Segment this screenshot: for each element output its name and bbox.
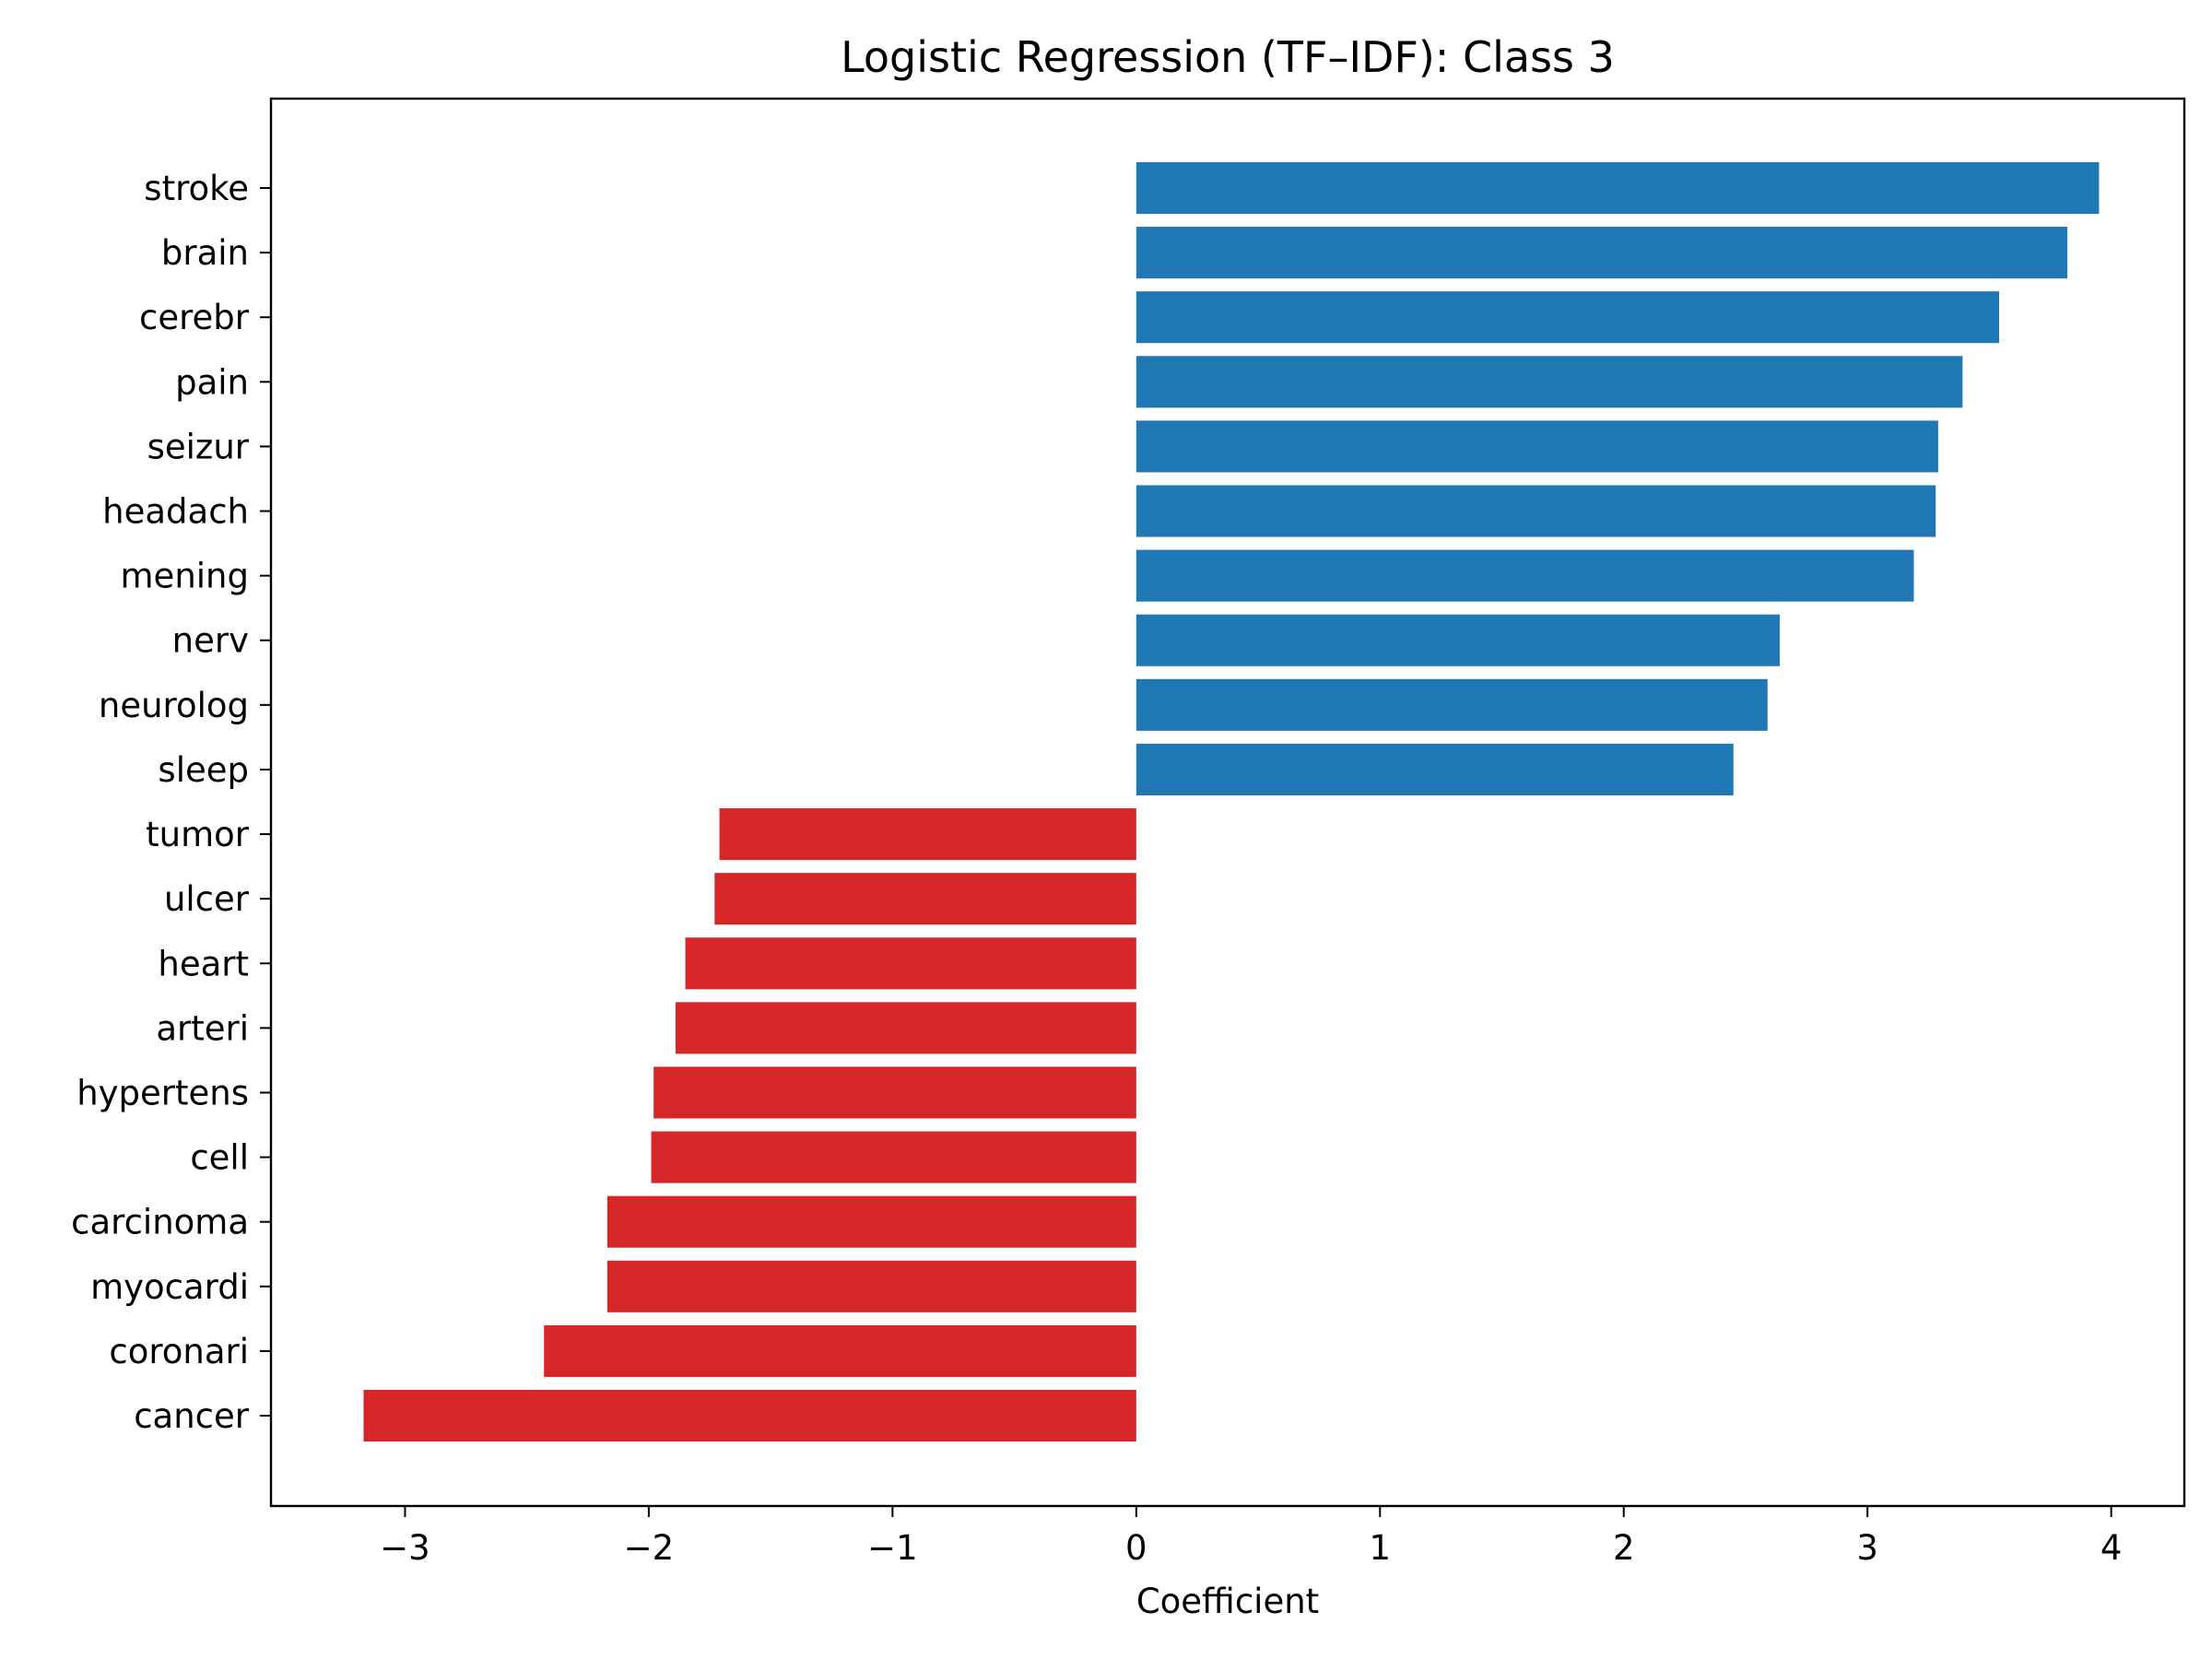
bar-pain [1135, 356, 1963, 408]
bar-hypertens [653, 1066, 1136, 1119]
y-tick-label-mening: mening [121, 557, 249, 596]
bar-seizur [1135, 420, 1938, 473]
y-ticks-layer: stroke brain cerebr pain seizur headach mening… [71, 169, 271, 1436]
y-tick-label-cell: cell [190, 1138, 249, 1178]
x-tick-label: 0 [1125, 1528, 1147, 1568]
y-tick-label-hypertens: hypertens [76, 1073, 249, 1112]
y-tick-label-headach: headach [102, 492, 249, 532]
x-tick-label: 1 [1370, 1528, 1392, 1568]
x-tick-label: 3 [1856, 1528, 1878, 1568]
y-tick-label-arteri: arteri [156, 1008, 249, 1048]
bars-layer [363, 161, 2100, 1442]
bar-stroke [1135, 161, 2100, 215]
bar-ulcer [714, 873, 1136, 925]
y-tick-label-stroke: stroke [144, 169, 249, 208]
bar-arteri [676, 1002, 1136, 1054]
bar-brain [1135, 227, 2068, 279]
bar-neurolog [1135, 678, 1768, 731]
y-tick-label-myocardi: myocardi [90, 1267, 249, 1307]
x-axis-label: Coefficient [1136, 1582, 1319, 1621]
bar-headach [1135, 485, 1936, 537]
x-tick-label: −2 [624, 1528, 675, 1568]
bar-coronari [544, 1324, 1136, 1377]
bar-heart [685, 937, 1136, 990]
y-tick-label-carcinoma: carcinoma [71, 1203, 249, 1242]
y-tick-label-seizur: seizur [147, 427, 250, 466]
bar-myocardi [606, 1260, 1136, 1312]
y-tick-label-brain: brain [161, 233, 249, 273]
y-tick-label-coronari: coronari [109, 1332, 249, 1371]
y-tick-label-neurolog: neurolog [99, 686, 249, 725]
y-tick-label-cancer: cancer [134, 1396, 250, 1436]
y-tick-label-tumor: tumor [146, 815, 250, 854]
bar-cell [651, 1131, 1136, 1183]
y-tick-label-nerv: nerv [172, 621, 249, 661]
y-tick-label-sleep: sleep [158, 750, 249, 790]
y-tick-label-ulcer: ulcer [164, 879, 250, 919]
bar-cancer [363, 1389, 1136, 1442]
bar-tumor [719, 808, 1136, 861]
plot-frame [269, 97, 2186, 1508]
y-tick-label-cerebr: cerebr [139, 298, 250, 337]
bar-mening [1135, 549, 1914, 602]
x-tick-label: −1 [867, 1528, 918, 1568]
bar-sleep [1135, 743, 1734, 795]
x-ticks-layer: −3 −2 −1 0 1 2 3 4 [380, 1506, 2122, 1568]
y-tick-label-heart: heart [158, 944, 249, 983]
chart-title: Logistic Regression (TF–IDF): Class 3 [841, 32, 1615, 82]
bar-carcinoma [606, 1195, 1136, 1248]
bar-cerebr [1135, 291, 2000, 344]
bar-nerv [1135, 614, 1780, 666]
y-tick-label-pain: pain [175, 362, 249, 402]
x-tick-label: −3 [380, 1528, 430, 1568]
x-tick-label: 2 [1613, 1528, 1635, 1568]
x-tick-label: 4 [2100, 1528, 2123, 1568]
